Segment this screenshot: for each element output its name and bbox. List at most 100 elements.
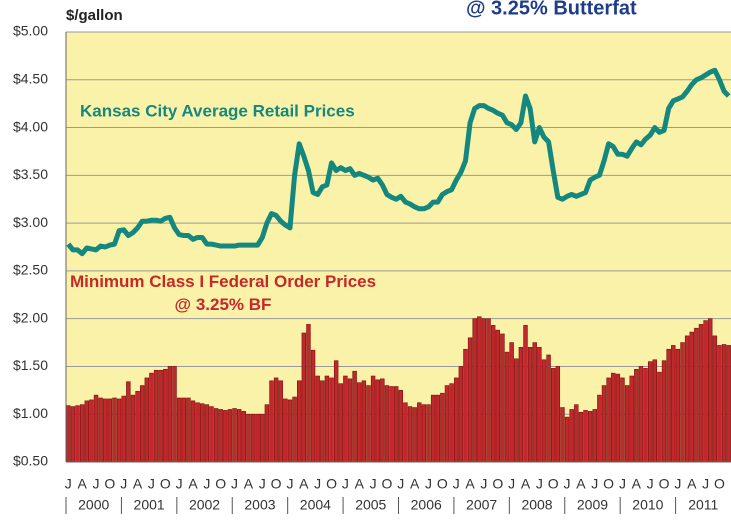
x-tick-label: O [215, 476, 226, 492]
x-tick-label: O [104, 476, 115, 492]
bar [375, 379, 380, 463]
x-tick-label: J [508, 476, 515, 492]
x-tick-label: A [188, 476, 198, 492]
y-tick-label: $3.00 [13, 214, 48, 230]
bar [287, 399, 293, 463]
bar [541, 359, 547, 463]
bar [458, 366, 464, 463]
x-tick-label: O [548, 476, 559, 492]
bar [569, 409, 574, 463]
bar [89, 399, 94, 463]
x-tick-label: O [160, 476, 171, 492]
bar [490, 325, 496, 463]
y-tick-label: $4.00 [13, 118, 48, 134]
x-tick-label: J [176, 476, 183, 492]
year-label: 2003 [244, 497, 275, 513]
bar [250, 413, 256, 463]
bar [361, 380, 367, 463]
bar [403, 402, 408, 463]
year-label: 2001 [134, 497, 165, 513]
bar [537, 347, 542, 463]
x-tick-label: O [437, 476, 448, 492]
bar [112, 397, 117, 463]
bar [135, 390, 140, 463]
bar [638, 366, 644, 463]
bar [666, 348, 671, 463]
bar [440, 392, 445, 463]
x-tick-label: J [314, 476, 321, 492]
bar [66, 405, 71, 463]
x-tick-label: J [702, 476, 709, 492]
x-tick-label: J [259, 476, 266, 492]
x-tick-label: A [465, 476, 475, 492]
bar [213, 408, 219, 463]
y-tick-label: $4.50 [13, 70, 48, 86]
bar [232, 408, 237, 463]
bar [689, 331, 694, 463]
x-tick-label: O [382, 476, 393, 492]
year-label: 2005 [355, 497, 386, 513]
bar [84, 400, 89, 463]
bar [320, 380, 325, 463]
bar [121, 395, 126, 463]
bar [574, 404, 579, 463]
bar [167, 366, 173, 463]
bar [467, 337, 473, 463]
x-tick-label: O [659, 476, 670, 492]
bar [260, 413, 265, 463]
bar [652, 359, 658, 463]
bar [560, 407, 565, 463]
x-tick-label: O [492, 476, 503, 492]
plot-background [66, 32, 731, 462]
x-tick-label: O [714, 476, 725, 492]
bar [629, 375, 634, 463]
x-tick-label: J [65, 476, 72, 492]
bar [200, 403, 205, 463]
bar [417, 402, 422, 463]
bar [675, 348, 681, 463]
bar [93, 394, 99, 463]
bar [75, 405, 80, 463]
bar [454, 377, 459, 463]
bar [587, 411, 593, 463]
bar [310, 349, 316, 463]
y-tick-label: $5.00 [13, 23, 48, 39]
x-tick-label: J [591, 476, 598, 492]
bar [218, 409, 223, 463]
x-tick-label: A [355, 476, 365, 492]
bar [393, 386, 399, 463]
bar [412, 407, 417, 463]
x-tick-label: O [326, 476, 337, 492]
bar [518, 347, 524, 463]
bar [98, 397, 103, 463]
y-axis-label: $/gallon [66, 7, 123, 24]
year-label: 2002 [189, 497, 220, 513]
x-tick-label: O [271, 476, 282, 492]
bar [343, 375, 348, 463]
x-tick-label: J [203, 476, 210, 492]
bar [717, 345, 722, 463]
x-tick-label: A [687, 476, 697, 492]
bar [70, 406, 76, 463]
bar [389, 386, 394, 463]
bar [634, 369, 639, 463]
bar [712, 335, 718, 463]
bar [694, 327, 699, 463]
bar [671, 345, 676, 463]
bar [527, 347, 533, 463]
bar [357, 382, 362, 463]
bar [532, 342, 537, 463]
bar [449, 383, 454, 463]
bar [611, 372, 616, 463]
bar [698, 324, 704, 463]
bar [624, 385, 630, 463]
bar [546, 354, 551, 463]
year-label: 2008 [521, 497, 552, 513]
bar [139, 385, 145, 463]
bar [643, 368, 648, 463]
bar [661, 360, 667, 463]
bar [615, 373, 621, 463]
bar [472, 318, 477, 463]
bar [246, 413, 251, 463]
bar [329, 377, 334, 463]
